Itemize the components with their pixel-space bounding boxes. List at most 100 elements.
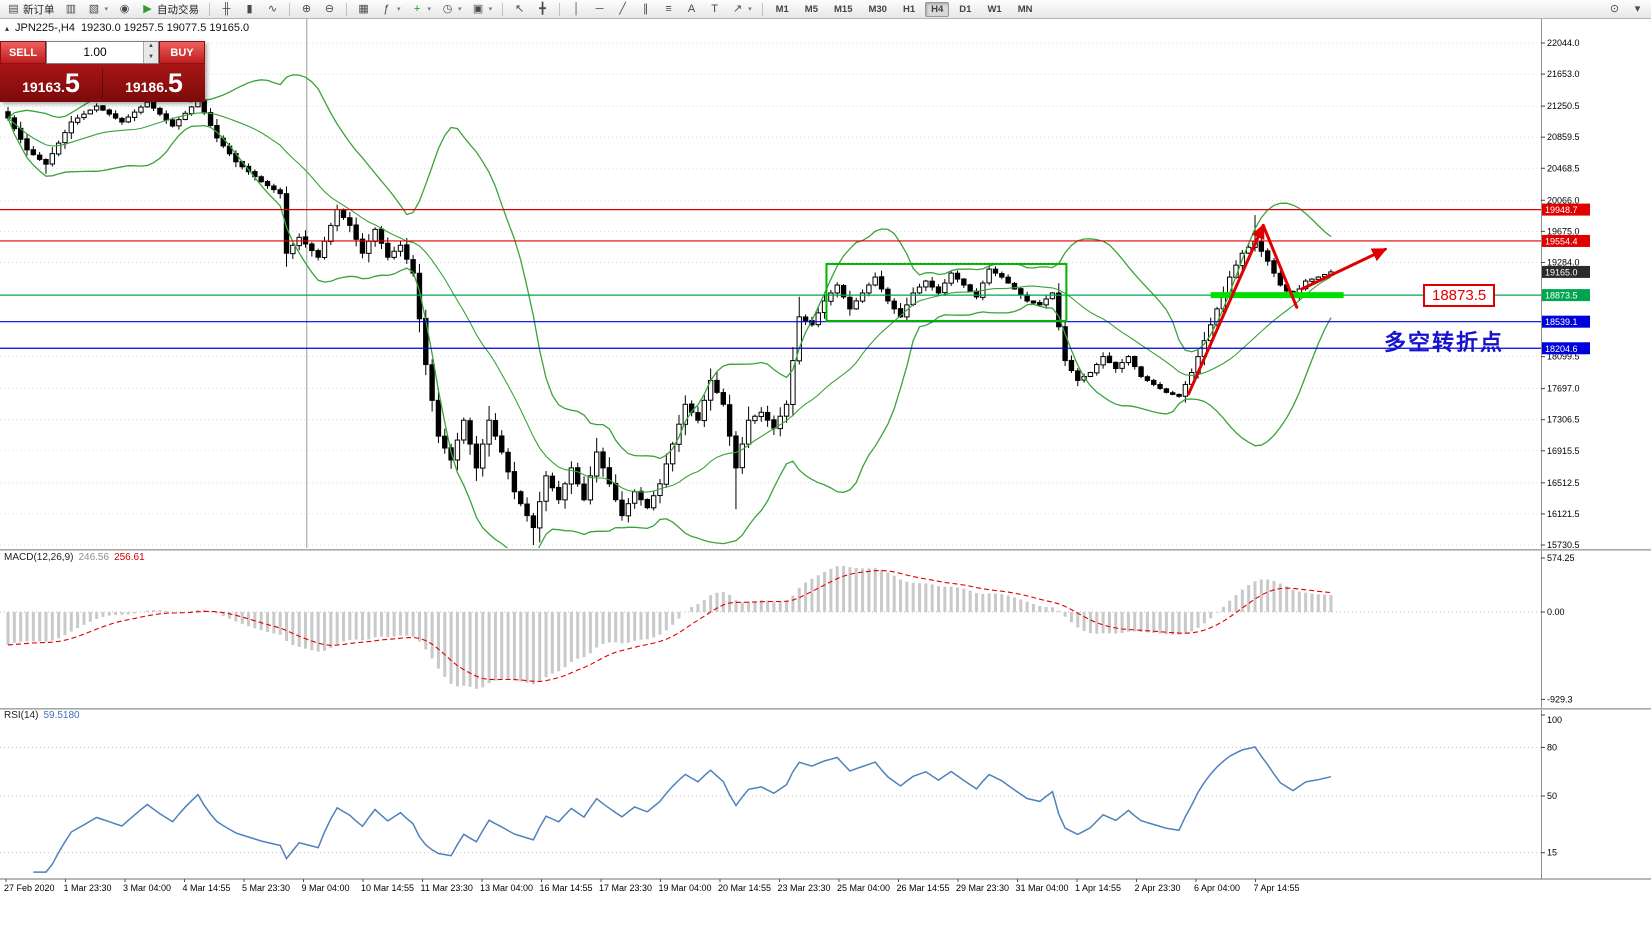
chevron-down-icon: ▾ <box>397 6 401 13</box>
favorites-icon: ◉ <box>119 3 130 15</box>
bollinger-upper-band <box>7 74 1332 460</box>
time-label: 4 Mar 14:55 <box>183 883 231 893</box>
timeframe-m1-button[interactable]: M1 <box>775 3 789 15</box>
channel-button[interactable]: ∥ <box>635 1 656 17</box>
zoom-in-icon: ⊕ <box>301 3 312 15</box>
collapse-icon[interactable]: ▴ <box>5 23 10 33</box>
projection-arrow[interactable] <box>1300 247 1388 291</box>
text-button[interactable]: A <box>681 1 702 17</box>
bollinger-lower-band <box>7 117 1332 548</box>
toolbar-separator <box>346 2 348 16</box>
candles-layer <box>5 87 1334 545</box>
trend-up-arrow[interactable] <box>1187 223 1265 396</box>
price-tick-label: 15730.5 <box>1547 540 1580 550</box>
chevron-down-icon: ▾ <box>488 6 493 13</box>
auto-trading-button-label: 自动交易 <box>157 3 200 16</box>
volume-value[interactable]: 1.00 <box>83 45 107 59</box>
price-axis[interactable]: 22044.0 21653.0 21250.5 20859.5 20468.5 20066… <box>1541 19 1590 879</box>
time-label: 25 Mar 04:00 <box>837 883 890 893</box>
chart-window-button[interactable]: ▥ <box>61 1 82 17</box>
zoom-out-button[interactable]: ⊖ <box>319 1 340 17</box>
price-tick-label: 19284.0 <box>1547 257 1580 267</box>
macd-panel-separator[interactable] <box>0 549 1651 551</box>
price-tag-text: 19554.4 <box>1545 236 1578 246</box>
bar-chart-button[interactable]: ╫ <box>216 1 237 17</box>
time-label: 7 Apr 14:55 <box>1254 883 1300 893</box>
grid-layer <box>0 42 1541 546</box>
rsi-panel-separator[interactable] <box>0 708 1651 710</box>
ohlc-values: 19230.0 19257.5 19077.5 19165.0 <box>80 22 250 34</box>
profiles-button[interactable]: ▧ ▾ <box>84 1 113 17</box>
rsi-value: 59.5180 <box>43 710 80 721</box>
candlestick-chart-button[interactable]: ▮ <box>239 1 260 17</box>
price-tick-label: 16121.5 <box>1547 509 1580 519</box>
fibonacci-button[interactable]: ≡ <box>658 1 679 17</box>
template-icon: ▣ <box>472 3 484 15</box>
rsi-line <box>33 746 1332 873</box>
timeframe-h4-button[interactable]: H4 <box>925 1 950 17</box>
buy-button[interactable]: BUY <box>159 41 205 64</box>
timeframe-m15-button[interactable]: M15 <box>834 3 853 15</box>
price-tick-label: 20468.5 <box>1547 163 1580 173</box>
chart-window-icon: ▥ <box>65 3 77 15</box>
price-tick-label: 22044.0 <box>1547 38 1580 48</box>
line-chart-button[interactable]: ∿ <box>262 1 283 17</box>
cursor-button[interactable]: ↖ <box>509 1 530 17</box>
rsi-axis-label: 100 <box>1547 715 1562 725</box>
chevron-down-icon: ▾ <box>427 6 432 13</box>
zoom-in-button[interactable]: ⊕ <box>296 1 317 17</box>
label-button[interactable]: T <box>704 1 725 17</box>
indicators-button[interactable]: ƒ ▾ <box>376 1 405 17</box>
time-label: 1 Mar 23:30 <box>64 883 112 893</box>
time-label: 9 Mar 04:00 <box>302 883 350 893</box>
cursor-icon: ↖ <box>514 3 525 15</box>
templates-button[interactable]: ▣ ▾ <box>468 1 497 17</box>
tile-windows-button[interactable]: ▦ <box>353 1 374 17</box>
price-tick-label: 16512.5 <box>1547 478 1580 488</box>
toolbar-menu-button[interactable]: ▾ <box>1627 1 1648 17</box>
volume-up-button[interactable]: ▲ <box>148 43 154 49</box>
arrows-button[interactable]: ↗ ▾ <box>727 1 756 17</box>
price-divider <box>102 68 103 98</box>
turning-point-annotation[interactable]: 多空转折点 <box>1384 330 1505 355</box>
trendline-button[interactable]: ╱ <box>612 1 633 17</box>
horizontal-line-button[interactable]: ─ <box>589 1 610 17</box>
add-indicator-button[interactable]: + ▾ <box>407 1 436 17</box>
search-button[interactable]: ⊙ <box>1604 1 1625 17</box>
fibonacci-icon: ≡ <box>665 3 672 15</box>
vertical-line-icon: │ <box>573 3 581 15</box>
time-label: 19 Mar 04:00 <box>659 883 712 893</box>
favorites-button[interactable]: ◉ <box>114 1 135 17</box>
periods-button[interactable]: ◷ ▾ <box>437 1 466 17</box>
auto-trading-button[interactable]: ▶ 自动交易 <box>137 1 203 17</box>
volume-down-button[interactable]: ▼ <box>148 53 154 60</box>
macd-value-1: 246.56 <box>78 552 110 563</box>
timeframe-h1-button[interactable]: H1 <box>902 3 916 15</box>
new-order-button[interactable]: ▤ 新订单 <box>3 1 59 17</box>
timeframe-w1-button[interactable]: W1 <box>987 3 1002 15</box>
sell-price[interactable]: 19163. 5 <box>0 68 102 98</box>
text-icon: A <box>687 3 696 15</box>
trend-down-line[interactable] <box>1261 223 1299 309</box>
toolbar-separator <box>559 2 561 16</box>
timeframe-m30-button[interactable]: M30 <box>868 3 887 15</box>
macd-name: MACD(12,26,9) <box>4 552 74 563</box>
price-callout-box[interactable]: 18873.5 <box>1423 284 1496 307</box>
volume-input[interactable]: 1.00 ▲ ▼ <box>46 41 159 64</box>
zoom-out-icon: ⊖ <box>324 3 335 15</box>
sell-button[interactable]: SELL <box>0 41 46 64</box>
trendline-icon: ╱ <box>619 3 626 15</box>
time-label: 6 Apr 04:00 <box>1194 883 1240 893</box>
price-tag-19165.0: 19165.0 <box>1542 265 1590 278</box>
vertical-line-button[interactable]: │ <box>566 1 587 17</box>
time-axis[interactable]: 27 Feb 2020 1 Mar 23:30 3 Mar 04:00 4 Mar 1… <box>4 879 1300 893</box>
crosshair-button[interactable]: ╋ <box>532 1 553 17</box>
magnifier-icon: ⊙ <box>1609 3 1620 15</box>
timeframe-m5-button[interactable]: M5 <box>804 3 818 15</box>
buy-price[interactable]: 19186. 5 <box>103 68 205 98</box>
sell-price-small: 19163. <box>22 79 65 95</box>
timeframe-d1-button[interactable]: D1 <box>959 3 972 15</box>
consolidation-box[interactable] <box>825 262 1068 322</box>
timeframe-mn-button[interactable]: MN <box>1017 3 1033 15</box>
